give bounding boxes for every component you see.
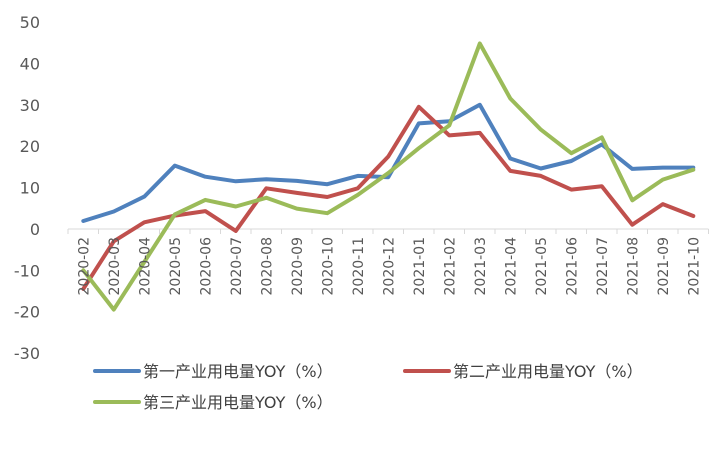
series-lines bbox=[81, 41, 696, 312]
y-tick-label: -10 bbox=[14, 261, 40, 280]
x-tick-label: 2020-10 bbox=[320, 237, 336, 296]
x-tick-label: 2021-02 bbox=[442, 237, 458, 296]
x-tick-label: 2020-06 bbox=[198, 237, 214, 296]
legend: 第一产业用电量YOY（%） 第二产业用电量YOY（%） 第三产业用电量YOY（%） bbox=[93, 362, 643, 412]
legend-item: 第一产业用电量YOY（%） bbox=[93, 362, 333, 381]
series-line-2 bbox=[81, 104, 696, 291]
x-tick-label: 2021-09 bbox=[656, 237, 672, 296]
y-tick-label: 40 bbox=[20, 54, 40, 73]
y-tick-label: 0 bbox=[30, 220, 40, 239]
y-tick-label: 50 bbox=[20, 13, 40, 32]
x-axis-ticks: 2020-02 2020-03 2020-04 2020-05 2020-06 2020-… bbox=[76, 237, 702, 296]
x-tick-label: 2021-05 bbox=[534, 237, 550, 296]
x-tick-label: 2020-11 bbox=[351, 237, 367, 296]
x-tick-label: 2020-03 bbox=[107, 237, 123, 296]
x-tick-label: 2020-05 bbox=[168, 237, 184, 296]
legend-item: 第三产业用电量YOY（%） bbox=[93, 393, 333, 412]
x-tick-label: 2021-06 bbox=[564, 237, 580, 296]
y-tick-label: -20 bbox=[14, 303, 40, 322]
y-tick-label: -30 bbox=[14, 344, 40, 363]
legend-label: 第三产业用电量YOY（%） bbox=[143, 393, 333, 412]
x-tick-label: 2020-02 bbox=[76, 237, 92, 296]
x-tick-label: 2021-04 bbox=[503, 237, 519, 296]
y-tick-label: 30 bbox=[20, 96, 40, 115]
x-tick-label: 2020-04 bbox=[137, 237, 153, 296]
x-axis-tickmarks bbox=[67, 229, 709, 234]
x-tick-label: 2021-10 bbox=[686, 237, 702, 296]
x-tick-label: 2021-03 bbox=[473, 237, 489, 296]
x-tick-label: 2020-07 bbox=[229, 237, 245, 296]
y-axis-ticks: 50 40 30 20 10 0 -10 -20 -30 bbox=[14, 13, 40, 363]
series-line-3 bbox=[81, 41, 696, 312]
x-tick-label: 2020-08 bbox=[259, 237, 275, 296]
y-tick-label: 20 bbox=[20, 137, 40, 156]
legend-item: 第二产业用电量YOY（%） bbox=[403, 362, 643, 381]
legend-label: 第二产业用电量YOY（%） bbox=[453, 362, 643, 381]
x-tick-label: 2021-08 bbox=[625, 237, 641, 296]
series-line-1 bbox=[81, 102, 696, 223]
x-tick-label: 2020-09 bbox=[290, 237, 306, 296]
legend-label: 第一产业用电量YOY（%） bbox=[143, 362, 333, 381]
y-tick-label: 10 bbox=[20, 179, 40, 198]
x-tick-label: 2020-12 bbox=[381, 237, 397, 296]
x-tick-label: 2021-07 bbox=[595, 237, 611, 296]
x-tick-label: 2021-01 bbox=[412, 237, 428, 296]
